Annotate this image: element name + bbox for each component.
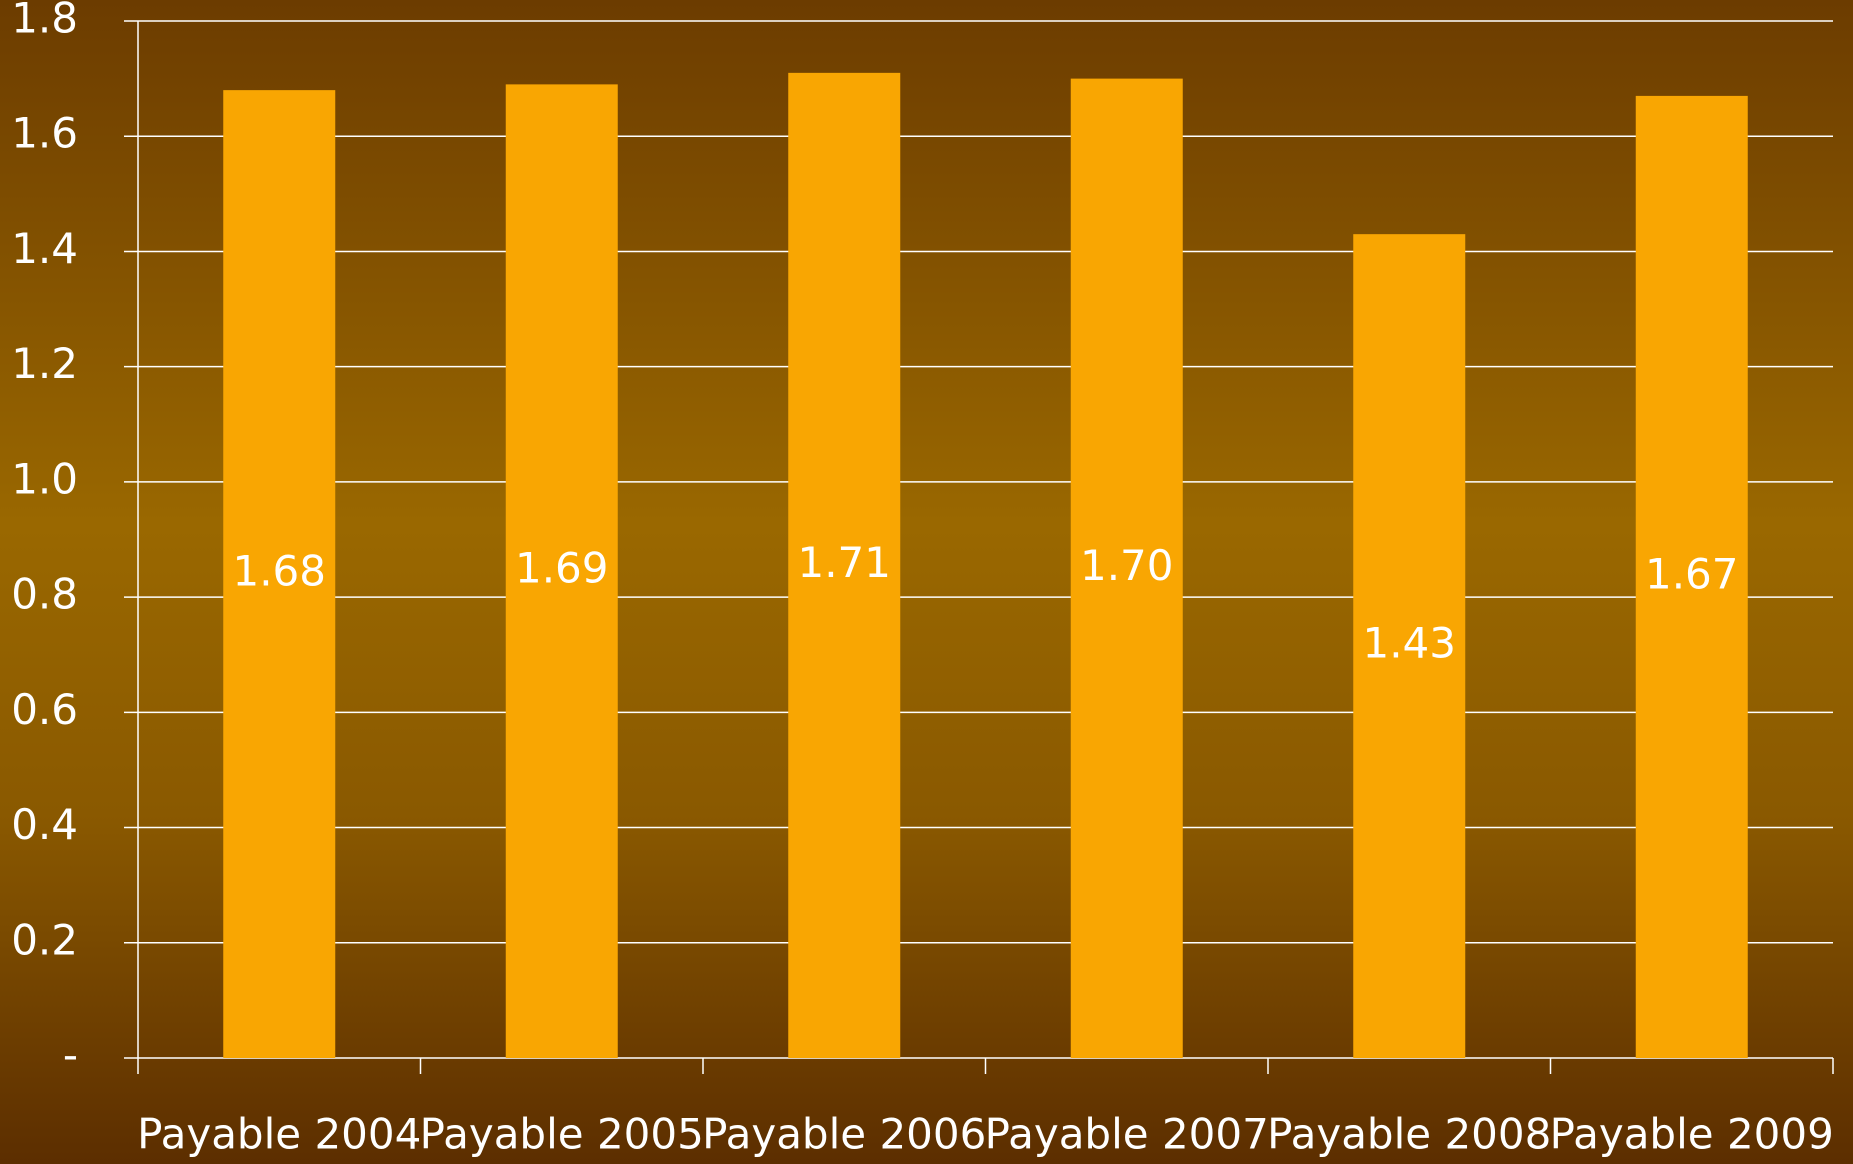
bar [223,90,336,1059]
value-label: 1.69 [515,544,609,593]
x-tick-label: Payable 2008 [1267,1110,1551,1159]
value-label: 1.68 [232,547,326,596]
y-tick-label: 1.0 [11,454,78,503]
y-tick-label: 1.6 [11,109,78,158]
y-tick-label: 0.8 [11,570,78,619]
x-tick-label: Payable 2009 [1550,1110,1834,1159]
x-tick-label: Payable 2007 [985,1110,1269,1159]
y-tick-label: 0.4 [11,800,78,849]
bar [505,84,618,1059]
value-label: 1.43 [1362,619,1456,668]
y-tick-label: 0.6 [11,685,78,734]
y-tick-label: 1.8 [11,0,78,43]
y-tick-label: 1.4 [11,224,78,273]
y-tick-label: 1.2 [11,339,78,388]
value-label: 1.71 [797,538,891,587]
bar [1635,95,1748,1058]
bar [788,72,901,1059]
y-tick-label: - [63,1031,78,1080]
bar [1070,78,1183,1059]
bar [1353,234,1466,1058]
x-tick-label: Payable 2004 [137,1110,421,1159]
value-label: 1.67 [1645,549,1739,598]
y-tick-label: 0.2 [11,915,78,964]
x-tick-label: Payable 2005 [420,1110,704,1159]
x-tick-label: Payable 2006 [702,1110,986,1159]
value-label: 1.70 [1080,541,1174,590]
